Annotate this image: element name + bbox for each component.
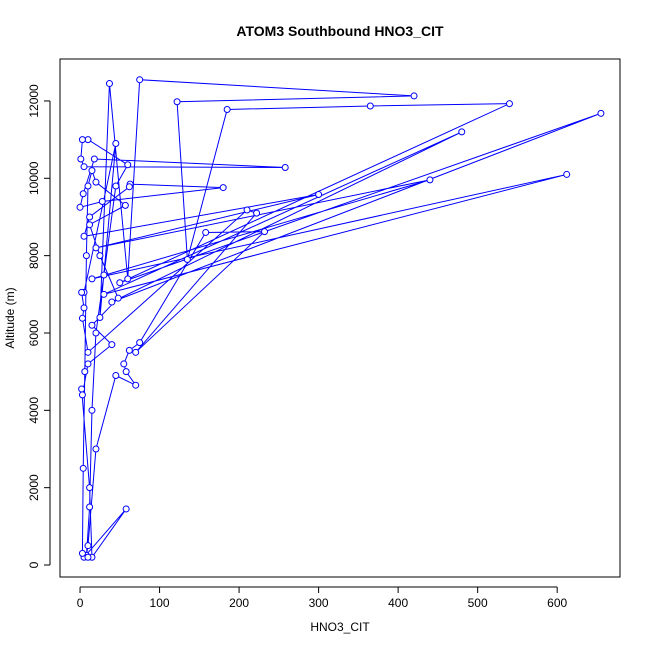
data-point: [78, 549, 86, 557]
y-tick-label: 8000: [27, 242, 41, 269]
y-tick-label: 0: [27, 561, 41, 568]
data-point: [100, 271, 108, 279]
data-point: [86, 484, 94, 492]
data-point: [78, 391, 86, 399]
data-point: [183, 256, 191, 264]
data-point: [105, 80, 113, 88]
data-point: [78, 385, 86, 393]
data-point: [108, 298, 116, 306]
data-point: [426, 176, 434, 184]
y-tick-label: 12000: [27, 84, 41, 118]
data-point: [124, 275, 132, 283]
data-point: [92, 244, 100, 252]
data-point: [253, 209, 261, 217]
data-point: [132, 381, 140, 389]
data-point: [125, 346, 133, 354]
data-point: [84, 182, 92, 190]
data-point: [86, 213, 94, 221]
data-point: [84, 542, 92, 550]
data-point: [136, 76, 144, 84]
data-point: [315, 191, 323, 199]
x-tick-label: 300: [309, 596, 329, 610]
data-point: [78, 136, 86, 144]
x-tick-label: 100: [150, 596, 170, 610]
x-tick-label: 200: [229, 596, 249, 610]
data-point: [86, 221, 94, 229]
data-point: [80, 304, 88, 312]
data-point: [96, 314, 104, 322]
data-point: [122, 505, 130, 513]
data-point: [116, 279, 124, 287]
y-tick-label: 4000: [27, 397, 41, 424]
data-point: [410, 92, 418, 100]
x-axis-label: HNO3_CIT: [310, 620, 370, 634]
data-point: [132, 348, 140, 356]
chart-title: ATOM3 Southbound HNO3_CIT: [236, 23, 444, 39]
y-axis-label: Altitude (m): [3, 287, 17, 348]
data-point: [114, 294, 122, 302]
y-tick-label: 10000: [27, 161, 41, 195]
data-point: [124, 161, 132, 169]
data-point: [84, 553, 92, 561]
data-point: [458, 128, 466, 136]
data-point: [202, 228, 210, 236]
data-point: [96, 252, 104, 260]
data-point: [121, 201, 129, 209]
data-point: [100, 290, 108, 298]
data-point: [86, 503, 94, 511]
data-point: [120, 360, 128, 368]
data-point: [597, 109, 605, 117]
data-point: [173, 98, 181, 106]
data-point: [80, 163, 88, 171]
data-point: [81, 368, 89, 376]
data-point: [90, 155, 98, 163]
data-point: [112, 182, 120, 190]
data-point: [76, 203, 84, 211]
data-point: [84, 348, 92, 356]
data-point: [88, 321, 96, 329]
data-point: [92, 178, 100, 186]
data-point: [88, 275, 96, 283]
data-point: [88, 167, 96, 175]
data-point: [79, 190, 87, 198]
x-tick-label: 500: [468, 596, 488, 610]
data-point: [563, 170, 571, 178]
data-point: [108, 341, 116, 349]
data-point: [88, 406, 96, 414]
data-point: [223, 105, 231, 113]
x-tick-label: 400: [388, 596, 408, 610]
data-point: [80, 232, 88, 240]
data-point: [92, 329, 100, 337]
data-point: [122, 368, 130, 376]
data-point: [92, 445, 100, 453]
y-tick-label: 6000: [27, 319, 41, 346]
data-point: [261, 228, 269, 236]
data-point: [98, 198, 106, 206]
data-point: [243, 206, 251, 214]
plot-frame: [59, 58, 621, 578]
data-point: [112, 372, 120, 380]
data-point: [281, 163, 289, 171]
data-point: [79, 464, 87, 472]
data-point: [84, 360, 92, 368]
data-point: [82, 252, 90, 260]
data-point: [136, 339, 144, 347]
data-point: [125, 183, 133, 191]
data-point: [219, 184, 227, 192]
data-point: [366, 102, 374, 110]
data-point: [78, 314, 86, 322]
x-tick-label: 600: [547, 596, 567, 610]
data-point: [78, 288, 86, 296]
data-point: [505, 100, 513, 108]
data-point: [112, 139, 120, 147]
x-tick-label: 0: [77, 596, 84, 610]
data-point: [77, 155, 85, 163]
y-tick-label: 2000: [27, 474, 41, 501]
